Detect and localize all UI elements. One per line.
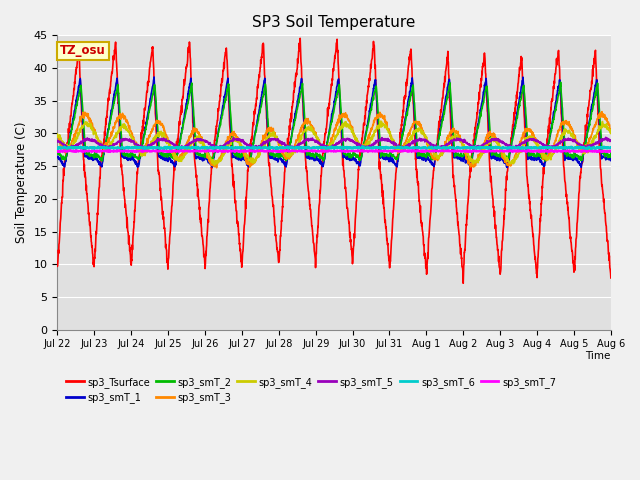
Legend: sp3_Tsurface, sp3_smT_1, sp3_smT_2, sp3_smT_3, sp3_smT_4, sp3_smT_5, sp3_smT_6, : sp3_Tsurface, sp3_smT_1, sp3_smT_2, sp3_…	[62, 373, 560, 407]
Text: TZ_osu: TZ_osu	[60, 45, 106, 58]
Title: SP3 Soil Temperature: SP3 Soil Temperature	[252, 15, 416, 30]
Y-axis label: Soil Temperature (C): Soil Temperature (C)	[15, 122, 28, 243]
X-axis label: Time: Time	[586, 351, 611, 361]
